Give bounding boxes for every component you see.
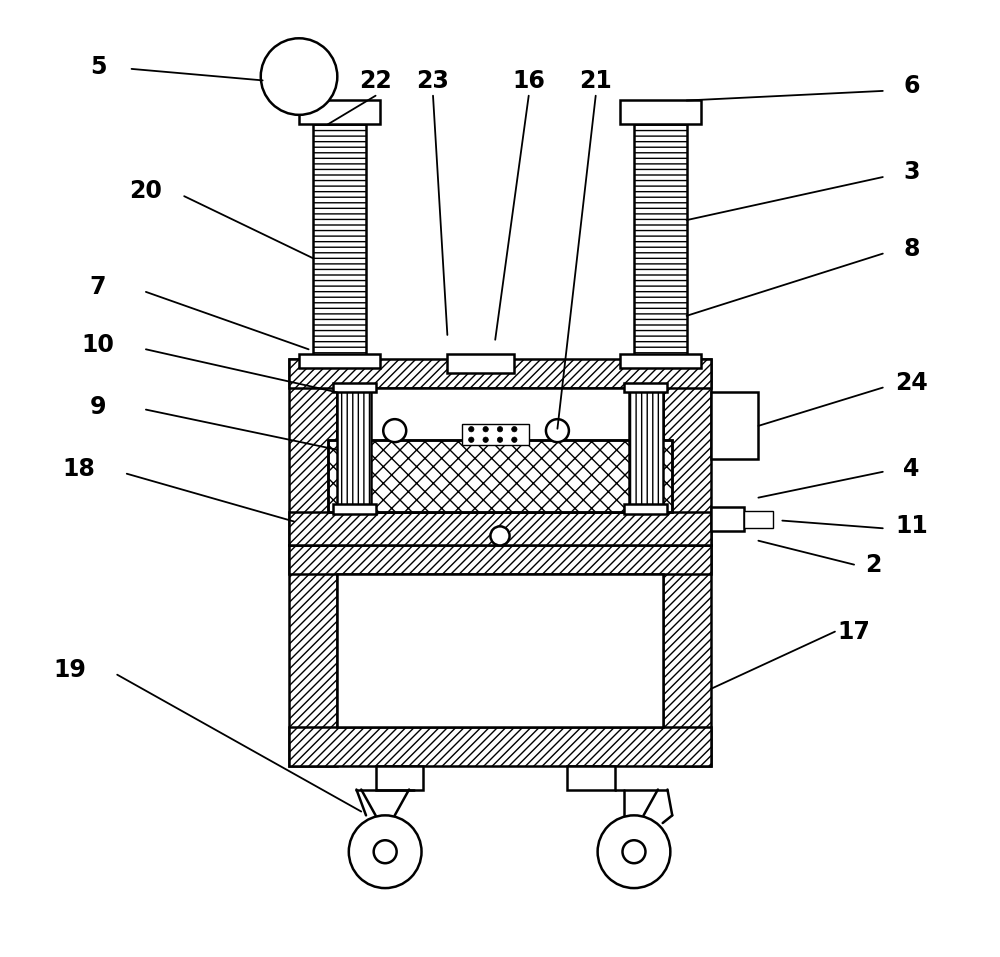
Bar: [313, 124, 366, 359]
Bar: [376, 766, 423, 790]
Circle shape: [483, 437, 488, 442]
Bar: [567, 766, 615, 790]
Bar: [289, 512, 711, 545]
Circle shape: [512, 437, 517, 442]
Bar: [337, 388, 663, 512]
Bar: [620, 100, 701, 124]
Bar: [624, 504, 667, 514]
Text: 23: 23: [417, 69, 449, 94]
Bar: [328, 440, 672, 512]
Text: 10: 10: [82, 332, 114, 357]
Circle shape: [374, 840, 397, 863]
Text: 8: 8: [903, 236, 920, 261]
Text: 7: 7: [90, 275, 106, 300]
Text: 22: 22: [359, 69, 392, 94]
Text: 24: 24: [895, 370, 928, 395]
Circle shape: [497, 437, 503, 442]
Text: 3: 3: [903, 160, 920, 185]
Text: 2: 2: [865, 552, 881, 577]
Bar: [663, 545, 711, 766]
Bar: [299, 354, 380, 368]
Circle shape: [383, 419, 406, 442]
Bar: [337, 574, 663, 727]
Text: 19: 19: [53, 657, 86, 682]
Bar: [711, 507, 744, 531]
Text: 20: 20: [129, 179, 162, 204]
Text: 5: 5: [90, 55, 106, 79]
Text: 11: 11: [895, 514, 928, 539]
Circle shape: [546, 419, 569, 442]
Circle shape: [469, 437, 474, 442]
Bar: [337, 388, 371, 512]
Bar: [333, 383, 376, 392]
Circle shape: [598, 815, 670, 888]
Text: 17: 17: [838, 619, 871, 644]
Text: 6: 6: [903, 74, 920, 99]
Bar: [289, 545, 711, 574]
Circle shape: [261, 38, 337, 115]
Text: 4: 4: [903, 456, 920, 481]
Bar: [462, 424, 529, 445]
Bar: [634, 124, 687, 359]
Bar: [328, 440, 672, 512]
Bar: [663, 359, 711, 545]
Text: 18: 18: [62, 456, 95, 481]
Text: 21: 21: [579, 69, 612, 94]
Bar: [289, 359, 711, 388]
Circle shape: [490, 526, 510, 545]
Circle shape: [483, 427, 488, 432]
Bar: [624, 383, 667, 392]
Circle shape: [349, 815, 422, 888]
Bar: [289, 545, 337, 766]
Bar: [620, 354, 701, 368]
Bar: [289, 727, 711, 766]
Bar: [299, 100, 380, 124]
Bar: [629, 388, 663, 512]
Bar: [711, 392, 758, 459]
Circle shape: [497, 427, 503, 432]
Bar: [447, 354, 514, 373]
Bar: [744, 511, 773, 528]
Circle shape: [512, 427, 517, 432]
Text: 16: 16: [512, 69, 545, 94]
Text: 9: 9: [90, 394, 106, 419]
Bar: [289, 359, 337, 545]
Bar: [333, 504, 376, 514]
Circle shape: [622, 840, 645, 863]
Circle shape: [469, 427, 474, 432]
